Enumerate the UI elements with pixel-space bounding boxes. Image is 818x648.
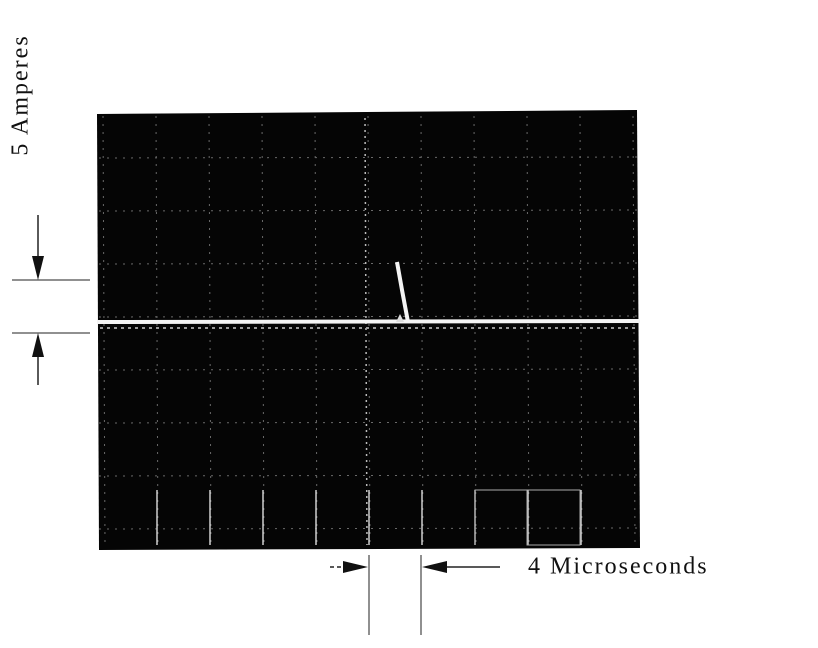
grid-horizontal	[98, 262, 639, 265]
graticule	[98, 115, 639, 547]
grid-horizontal	[98, 209, 639, 212]
center-vertical-axis	[364, 117, 368, 546]
grid-horizontal	[98, 315, 639, 318]
time-scale-label: 4 Microseconds	[528, 554, 709, 580]
arrow-head-right	[343, 561, 368, 573]
scope-screen	[97, 110, 640, 550]
trace-foot	[396, 314, 404, 322]
current-scale-label: 5 Amperes	[8, 34, 34, 155]
arrow-head-down	[32, 256, 44, 280]
grid-horizontal	[98, 421, 639, 424]
arrow-head-left	[422, 561, 447, 573]
grid-horizontal	[98, 156, 639, 159]
marker-box	[474, 489, 581, 546]
trace-baseline	[96, 319, 641, 324]
grid-horizontal	[98, 527, 639, 530]
arrow-head-up	[32, 333, 44, 357]
grid-horizontal	[98, 474, 639, 477]
grid-horizontal	[98, 368, 639, 371]
trace-spike	[395, 261, 410, 323]
time-markers	[156, 490, 582, 545]
